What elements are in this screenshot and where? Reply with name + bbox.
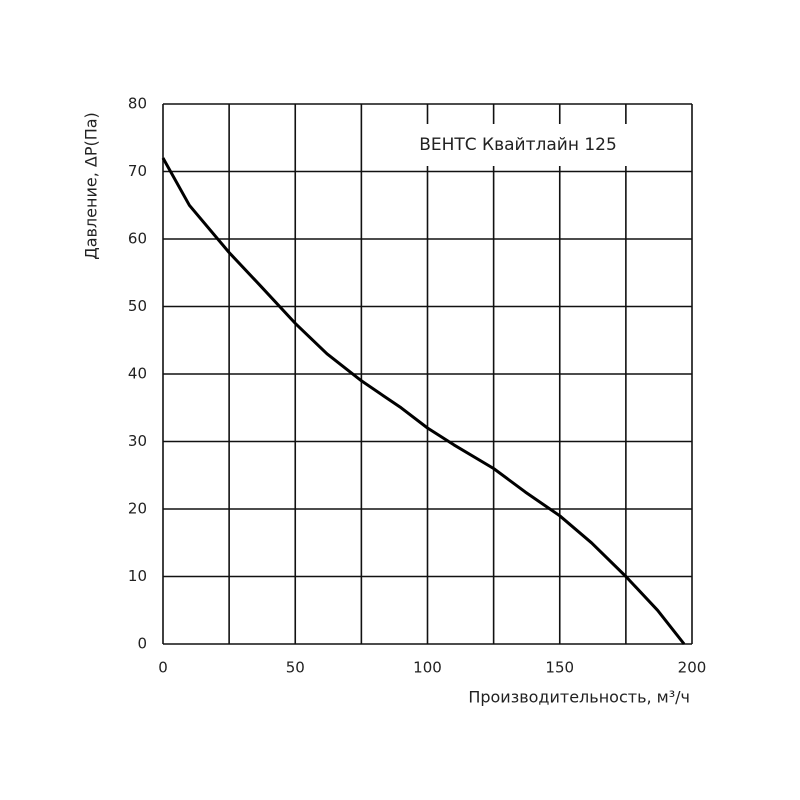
y-tick-label: 0 bbox=[137, 635, 147, 653]
y-tick-label: 20 bbox=[128, 500, 147, 518]
y-tick-label: 30 bbox=[128, 432, 147, 450]
y-tick-label: 10 bbox=[128, 567, 147, 585]
y-tick-label: 40 bbox=[128, 365, 147, 383]
y-tick-label: 70 bbox=[128, 162, 147, 180]
y-tick-label: 60 bbox=[128, 230, 147, 248]
y-tick-label: 50 bbox=[128, 297, 147, 315]
x-tick-label: 50 bbox=[286, 659, 305, 677]
x-axis-label: Производительность, м³/ч bbox=[468, 688, 690, 707]
y-tick-label: 80 bbox=[128, 95, 147, 113]
x-tick-label: 150 bbox=[545, 659, 574, 677]
line bbox=[161, 157, 686, 645]
x-tick-label: 0 bbox=[158, 659, 168, 677]
x-tick-label: 100 bbox=[413, 659, 442, 677]
annotation-box bbox=[400, 124, 636, 166]
y-axis-label: Давление, ΔP(Па) bbox=[82, 112, 101, 260]
x-tick-label: 200 bbox=[678, 659, 707, 677]
annotation: ВЕНТС Квайтлайн 125 bbox=[419, 135, 617, 155]
